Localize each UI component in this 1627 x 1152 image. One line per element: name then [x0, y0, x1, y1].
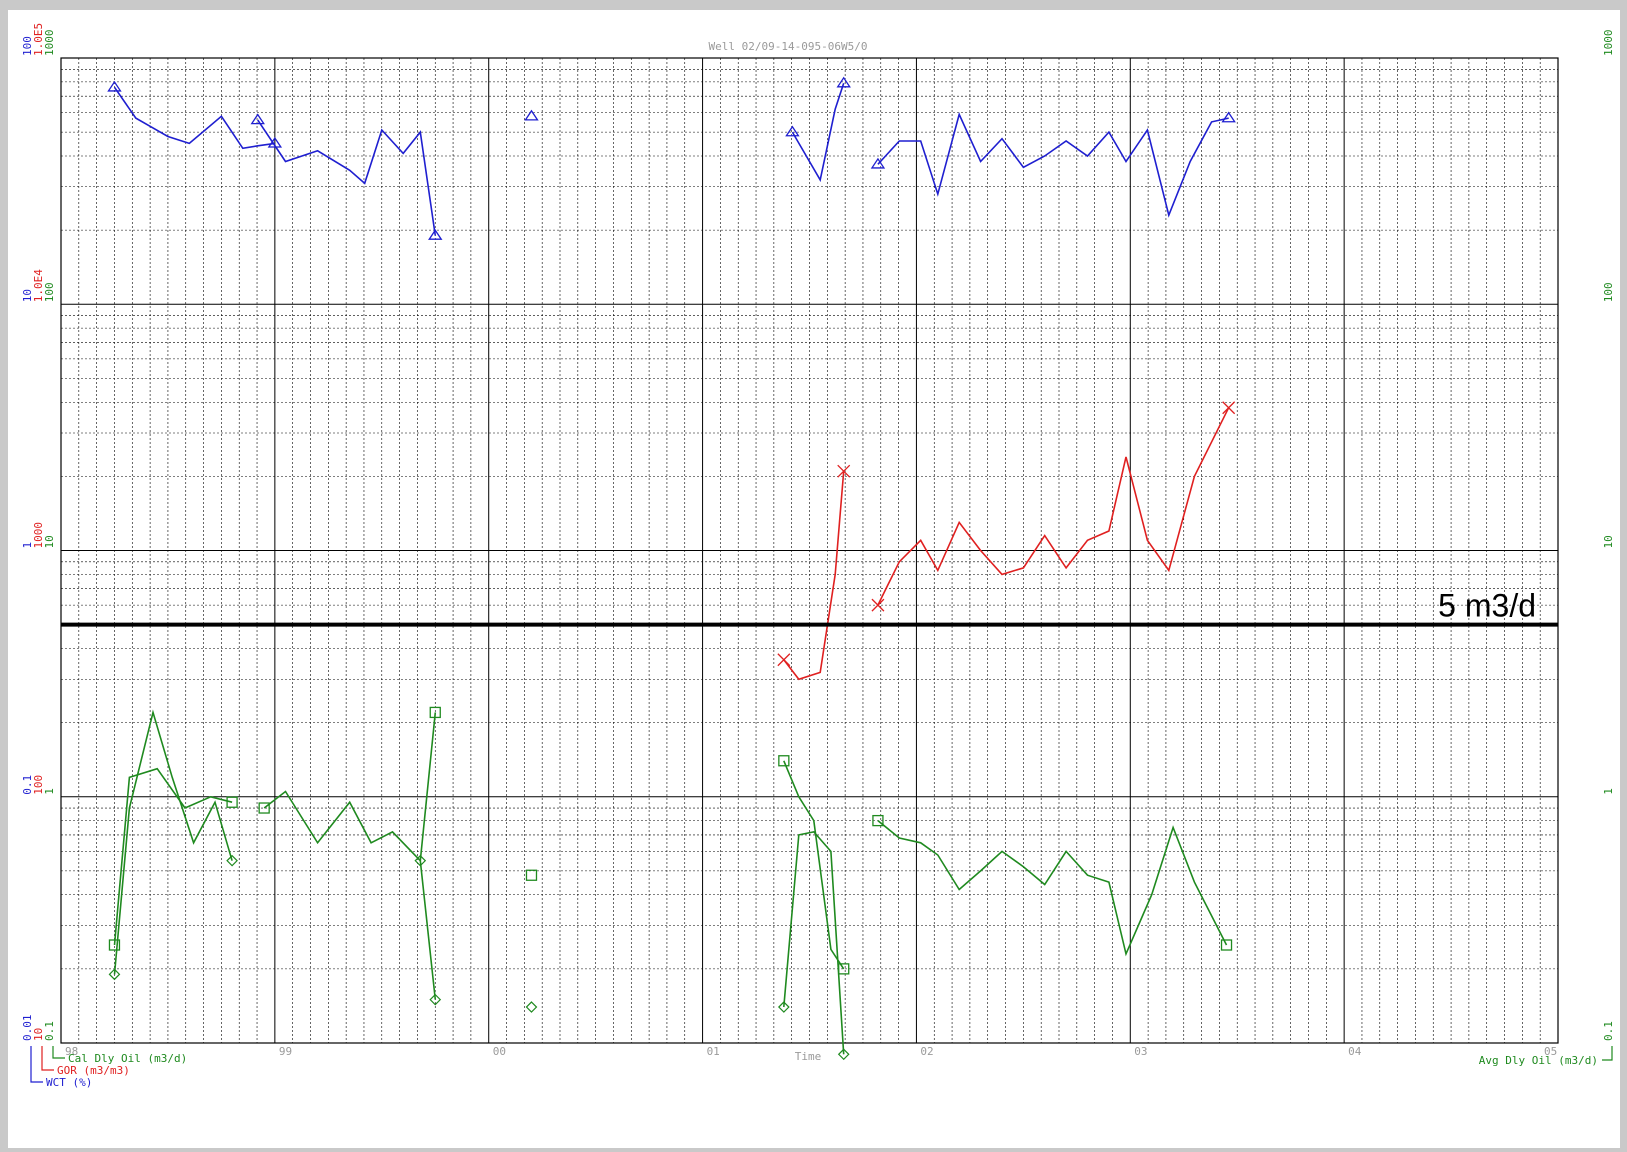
y-tick-label: 10 — [32, 1028, 45, 1041]
data-point-marker — [108, 939, 121, 951]
series-line — [257, 119, 437, 236]
data-point-marker — [1221, 111, 1236, 123]
x-tick-label: 02 — [920, 1045, 933, 1058]
series-line — [113, 86, 276, 150]
data-point-marker — [414, 854, 427, 867]
data-point-marker — [1222, 401, 1236, 415]
x-tick-label: 01 — [707, 1045, 720, 1058]
data-point-marker — [107, 80, 122, 92]
series-line — [113, 767, 233, 946]
y-tick-label: 1000 — [43, 30, 56, 57]
data-point-marker — [836, 76, 851, 88]
data-point-marker — [226, 854, 238, 867]
series-line — [263, 712, 437, 863]
data-point-marker — [777, 653, 791, 667]
legend-entry: Avg Dly Oil (m3/d) — [1479, 1054, 1598, 1067]
data-point-marker — [226, 796, 238, 808]
series-line — [783, 760, 845, 970]
y-tick-label: 100 — [43, 282, 56, 302]
y-tick-label: 0.01 — [21, 1015, 34, 1042]
axis-layer: 98 99 00 01 02 03 04 050.010.11101001010010001.… — [21, 23, 1615, 1089]
data-point-marker — [1220, 939, 1233, 951]
legend-bracket — [41, 1046, 54, 1071]
production-chart: 5 m3/d 98 99 00 01 02 03 04 050.010.11101001010… — [21, 23, 1615, 1089]
data-point-marker — [777, 1001, 790, 1013]
data-point-marker — [837, 1048, 850, 1061]
data-point-marker — [872, 814, 884, 827]
y-tick-label: 0.1 — [1602, 1021, 1615, 1041]
legend-bracket — [1602, 1046, 1613, 1061]
y-tick-label: 10 — [43, 535, 56, 548]
data-point-marker — [837, 464, 851, 478]
y-tick-label: 1.0E4 — [32, 269, 45, 302]
y-tick-label: 10 — [21, 289, 34, 302]
x-tick-label: 99 — [279, 1045, 292, 1058]
y-tick-label: 1000 — [32, 522, 45, 549]
series-line — [783, 831, 845, 1055]
data-point-marker — [871, 598, 885, 612]
x-tick-label: 05 — [1544, 1045, 1557, 1058]
y-tick-label: 100 — [21, 36, 34, 56]
series-line — [877, 407, 1230, 606]
series-line — [877, 112, 1229, 218]
data-point-marker — [785, 125, 800, 137]
x-axis-label: Time — [795, 1050, 822, 1063]
y-tick-label: 1 — [43, 788, 56, 795]
data-point-marker — [870, 157, 886, 169]
chart-title: Well 02/09-14-095-06W5/0 — [709, 40, 868, 53]
data-point-marker — [524, 109, 539, 121]
threshold-layer: 5 m3/d — [61, 588, 1558, 627]
series-line — [791, 82, 845, 183]
series-line — [783, 471, 845, 681]
series-line — [113, 709, 233, 975]
legend-bracket — [30, 1046, 43, 1083]
y-tick-label: 0.1 — [21, 775, 34, 795]
data-point-marker — [250, 113, 265, 125]
x-tick-label: 98 — [65, 1045, 78, 1058]
y-tick-label: 1 — [21, 542, 34, 549]
x-tick-label: 04 — [1348, 1045, 1362, 1058]
series-line — [877, 819, 1228, 957]
legend-entry: WCT (%) — [46, 1076, 92, 1089]
x-tick-label: 00 — [493, 1045, 506, 1058]
legend-entry: GOR (m3/m3) — [57, 1064, 130, 1077]
data-point-marker — [525, 1001, 538, 1013]
chart-area: 5 m3/d 98 99 00 01 02 03 04 05 0.01 0.1 1 10 100 10 10… — [8, 10, 1620, 1148]
threshold-label: 5 m3/d — [1438, 588, 1536, 624]
legend-bracket — [52, 1046, 65, 1059]
data-point-marker — [258, 802, 270, 814]
y-tick-label: 1000 — [1602, 30, 1615, 57]
data-point-marker — [778, 755, 790, 767]
y-tick-label: 0.1 — [43, 1021, 56, 1041]
data-point-marker — [429, 706, 441, 719]
y-tick-label: 1.0E5 — [32, 23, 45, 56]
y-tick-label: 100 — [32, 775, 45, 795]
data-point-marker — [429, 993, 442, 1006]
y-tick-label: 10 — [1602, 535, 1615, 548]
x-tick-label: 03 — [1134, 1045, 1147, 1058]
legend-entry: Cal Dly Oil (m3/d) — [68, 1052, 187, 1065]
series-line — [419, 860, 437, 1000]
series-layer — [107, 76, 1236, 1061]
data-point-marker — [525, 869, 538, 881]
y-tick-label: 100 — [1602, 282, 1615, 302]
y-tick-label: 1 — [1602, 788, 1615, 795]
data-point-marker — [428, 229, 443, 240]
grid — [60, 57, 1559, 1044]
data-point-marker — [108, 968, 121, 981]
